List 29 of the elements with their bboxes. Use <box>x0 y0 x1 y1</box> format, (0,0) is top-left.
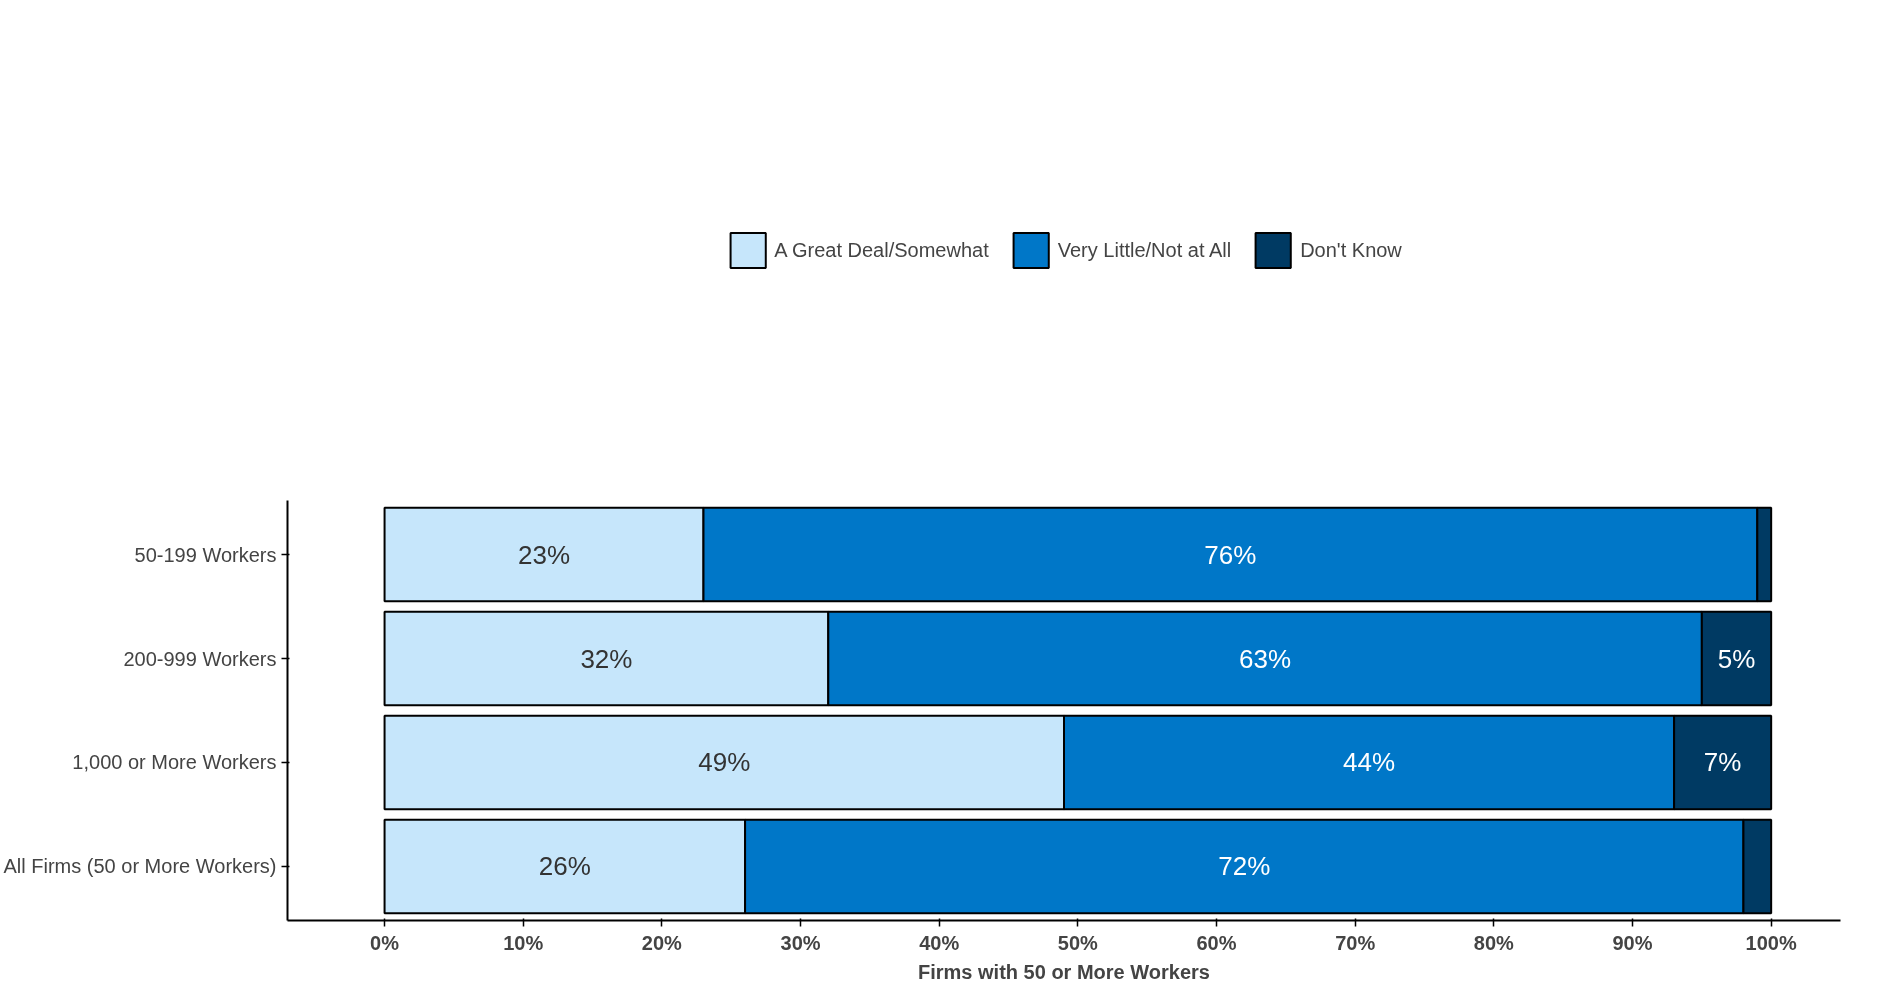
y-tick-label: 200-999 Workers <box>123 647 277 670</box>
x-tick-label: 100% <box>1745 931 1797 954</box>
data-label: 76% <box>1204 539 1257 570</box>
data-label: 5% <box>1717 643 1756 674</box>
x-axis-title: Firms with 50 or More Workers <box>918 960 1210 983</box>
data-label: 63% <box>1239 643 1292 674</box>
data-label: 7% <box>1703 747 1742 778</box>
y-tick-label: 1,000 or More Workers <box>72 751 277 774</box>
legend-label: Don't Know <box>1300 238 1402 262</box>
legend-label: A Great Deal/Somewhat <box>774 238 989 262</box>
x-tick-label: 50% <box>1057 931 1099 954</box>
data-label: 44% <box>1343 747 1396 778</box>
x-tick-label: 80% <box>1473 931 1515 954</box>
data-label: 49% <box>698 747 751 778</box>
y-tick-label: 50-199 Workers <box>134 543 277 566</box>
x-tick-label: 0% <box>370 931 400 954</box>
data-label: 32% <box>580 643 633 674</box>
data-label: 23% <box>518 539 571 570</box>
x-tick-label: 40% <box>919 931 960 954</box>
x-tick-label: 10% <box>503 931 544 954</box>
x-tick-label: 60% <box>1196 931 1237 954</box>
legend-label: Very Little/Not at All <box>1057 238 1232 262</box>
x-tick-label: 70% <box>1335 931 1376 954</box>
data-label: 72% <box>1218 851 1271 882</box>
x-tick-label: 20% <box>641 931 683 954</box>
x-tick-label: 30% <box>780 931 821 954</box>
y-tick-label: All Firms (50 or More Workers) <box>3 855 277 878</box>
data-label: 26% <box>538 851 591 882</box>
x-tick-label: 90% <box>1612 931 1653 954</box>
